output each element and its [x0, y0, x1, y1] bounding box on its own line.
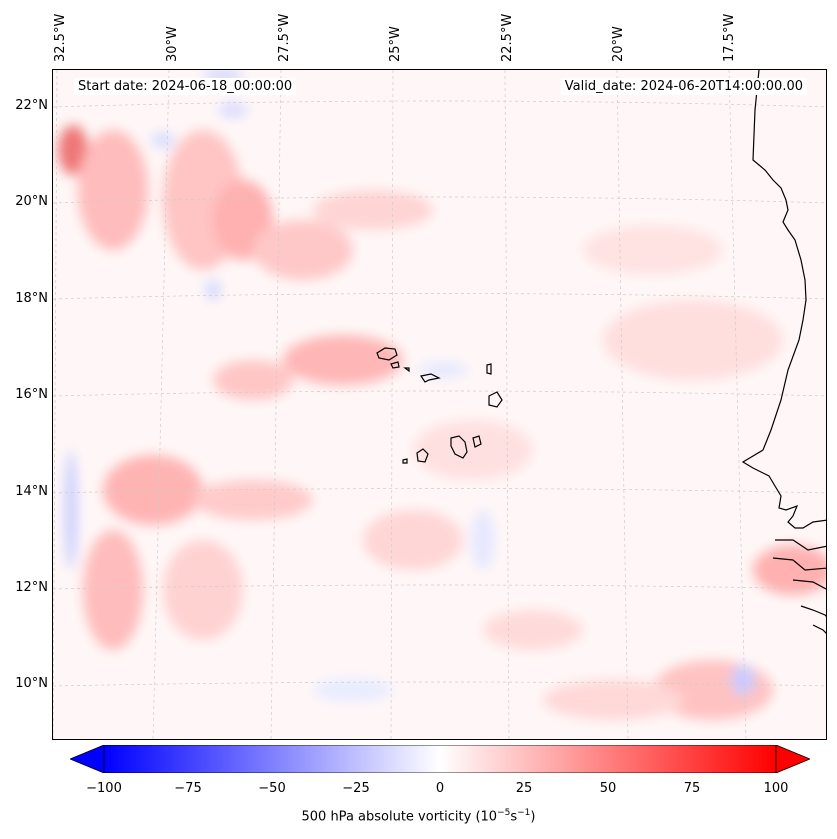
- lat-label-16n: 16°N: [15, 387, 48, 402]
- colorbar-svg: [68, 744, 812, 774]
- start-date-label: Start date: 2024-06-18_00:00:00: [74, 78, 297, 95]
- cbar-tick-50: 50: [599, 781, 617, 796]
- cbar-tick-neg50: −50: [258, 781, 286, 796]
- cbar-tick-neg100: −100: [86, 781, 122, 796]
- lon-label-27-5w: 27.5°W: [277, 13, 292, 62]
- cbar-tick-neg75: −75: [174, 781, 202, 796]
- lon-label-25w: 25°W: [388, 26, 403, 62]
- lat-label-14n: 14°N: [15, 484, 48, 499]
- colorbar: [68, 744, 812, 774]
- colorbar-min-extend: [68, 744, 105, 774]
- cbar-tick-neg25: −25: [342, 781, 370, 796]
- lon-label-22-5w: 22.5°W: [500, 13, 515, 62]
- cbar-tick-100: 100: [763, 781, 789, 796]
- lon-label-20w: 20°W: [611, 26, 626, 62]
- colorbar-label-exp2: −1: [517, 808, 531, 818]
- cbar-tick-25: 25: [515, 781, 533, 796]
- map-panel: [52, 69, 827, 740]
- colorbar-label-prefix: 500 hPa absolute vorticity (10: [301, 809, 498, 825]
- colorbar-gradient: [103, 744, 777, 774]
- vorticity-field: [58, 70, 826, 720]
- lon-label-17-5w: 17.5°W: [722, 13, 737, 62]
- cbar-tick-75: 75: [683, 781, 701, 796]
- valid-date-label: Valid_date: 2024-06-20T14:00:00.00: [560, 78, 807, 95]
- lat-label-10n: 10°N: [15, 676, 48, 691]
- colorbar-label: 500 hPa absolute vorticity (10−5s−1): [0, 808, 837, 824]
- cape-verde-islands: [376, 347, 503, 464]
- colorbar-label-suffix: ): [530, 809, 536, 825]
- coastline: [741, 70, 826, 634]
- lon-label-30w: 30°W: [165, 26, 180, 62]
- lat-label-20n: 20°N: [15, 194, 48, 209]
- lon-label-32-5w: 32.5°W: [53, 13, 68, 62]
- colorbar-max-extend: [775, 744, 812, 774]
- colorbar-label-exp1: −5: [497, 808, 511, 818]
- lat-label-18n: 18°N: [15, 291, 48, 306]
- colorbar-label-mid: s: [510, 809, 518, 825]
- lat-label-12n: 12°N: [15, 580, 48, 595]
- graticule: [53, 70, 826, 739]
- lat-label-22n: 22°N: [15, 98, 48, 113]
- cbar-tick-0: 0: [435, 781, 445, 796]
- vorticity-map: [53, 70, 826, 739]
